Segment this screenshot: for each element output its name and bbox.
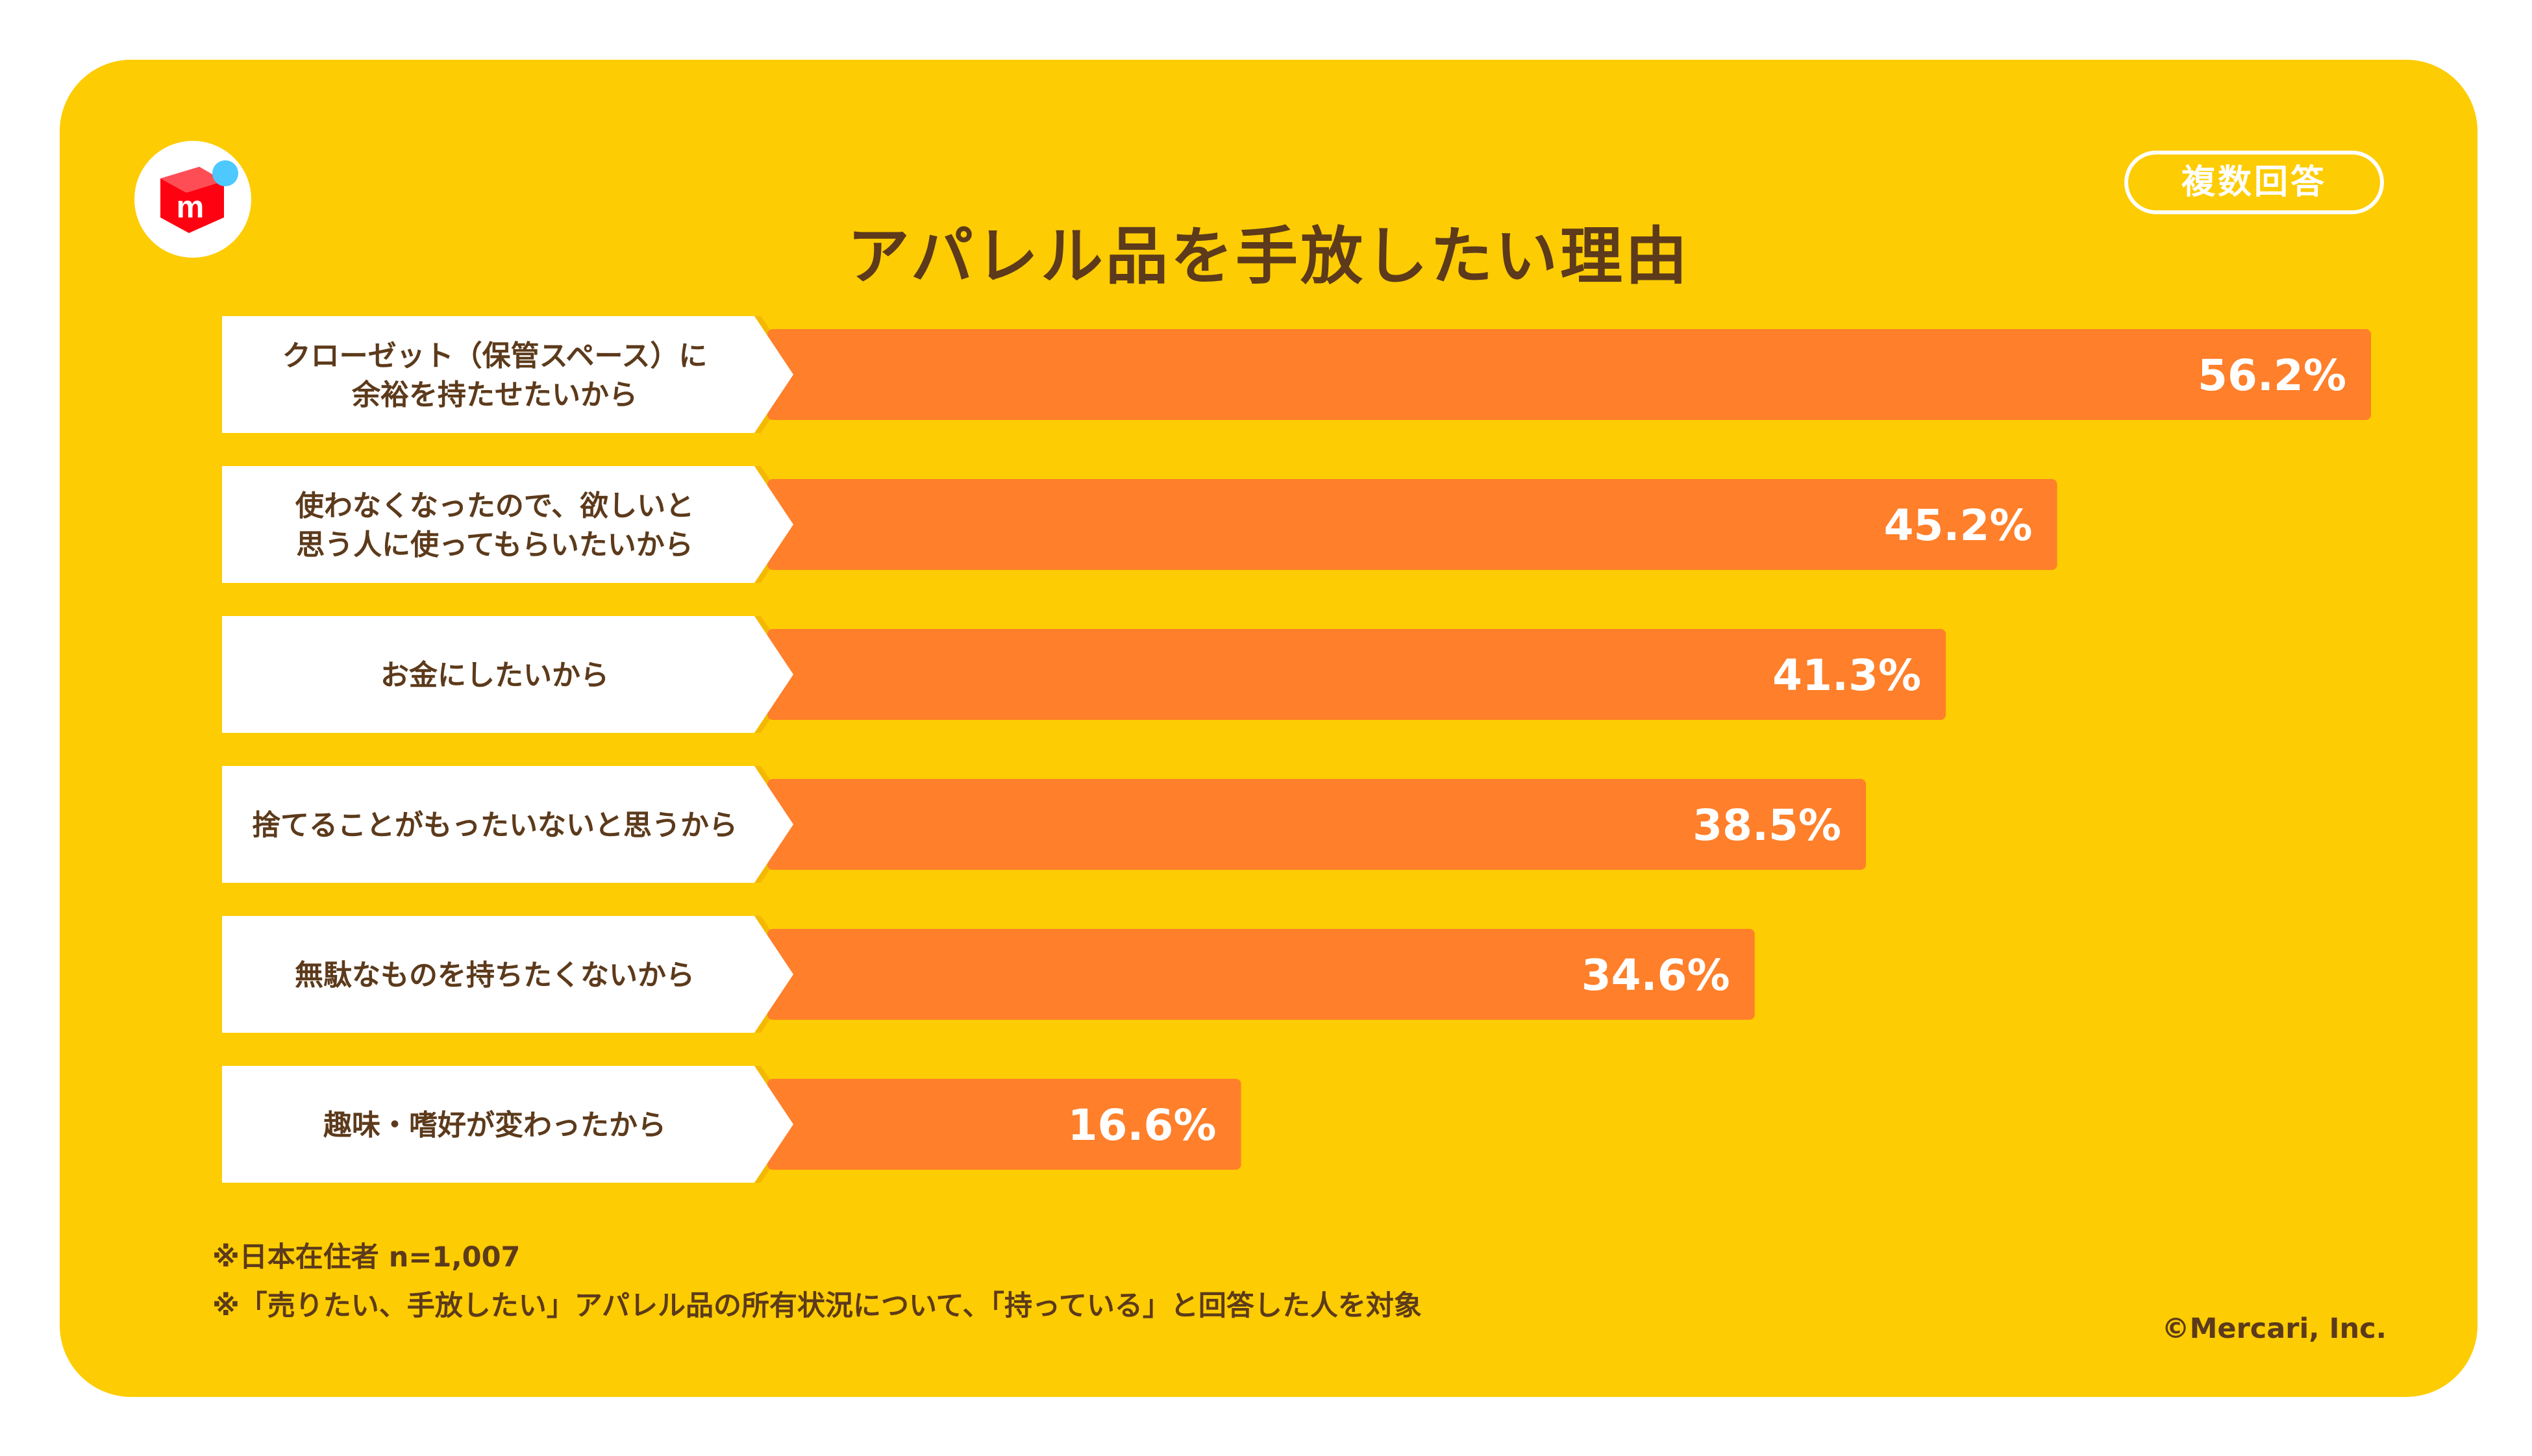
bar (767, 629, 1946, 720)
bar (767, 479, 2057, 570)
value-label: 34.6% (1582, 950, 1730, 1000)
category-label: 余裕を持たせたいから (351, 378, 638, 412)
value-label: 56.2% (2198, 351, 2346, 401)
category-label: お金にしたいから (380, 659, 609, 692)
label-box (222, 316, 793, 433)
label-box (222, 1066, 793, 1183)
bar-row: 無駄なものを持ちたくないから 34.6% (222, 916, 1755, 1033)
bar-row: 捨てることがもったいないと思うから 38.5% (222, 766, 1867, 883)
category-label: クローゼット（保管スペース）に (282, 339, 708, 373)
multiple-answer-badge: 複数回答 (2124, 151, 2384, 214)
bar (767, 929, 1755, 1020)
value-label: 38.5% (1693, 800, 1841, 850)
category-label: 使わなくなったので、欲しいと (295, 489, 694, 523)
category-label: 捨てることがもったいないと思うから (252, 809, 738, 842)
svg-text:m: m (177, 190, 205, 225)
label-box (222, 766, 793, 883)
mercari-logo: m (134, 141, 251, 258)
bar (767, 779, 1867, 870)
label-box (222, 916, 793, 1033)
bar-row: 趣味・嗜好が変わったから 16.6% (222, 1066, 1241, 1183)
label-box (222, 466, 793, 583)
chart-title: アパレル品を手放したい理由 (847, 220, 1691, 293)
sample-note: ※日本在住者 n=1,007 (212, 1241, 521, 1274)
bar (767, 1079, 1241, 1170)
mercari-box-icon: m (160, 160, 238, 233)
category-label: 思う人に使ってもらいたいから (296, 528, 693, 561)
category-label: 趣味・嗜好が変わったから (323, 1109, 666, 1142)
value-label: 16.6% (1068, 1100, 1217, 1150)
value-label: 41.3% (1772, 650, 1921, 700)
value-label: 45.2% (1884, 500, 2033, 550)
bar (767, 329, 2371, 420)
category-label: 無駄なものを持ちたくないから (295, 959, 695, 992)
bar-row: お金にしたいから 41.3% (222, 616, 1946, 733)
copyright: ©Mercari, Inc. (2161, 1313, 2387, 1345)
label-box (222, 616, 793, 733)
target-note: ※「売りたい、手放したい」アパレル品の所有状況について、「持っている」と回答した… (212, 1290, 1422, 1322)
chart-card: m アパレル品を手放したい理由 複数回答 クローゼット（保管スペース）に 余裕を持… (60, 60, 2477, 1397)
